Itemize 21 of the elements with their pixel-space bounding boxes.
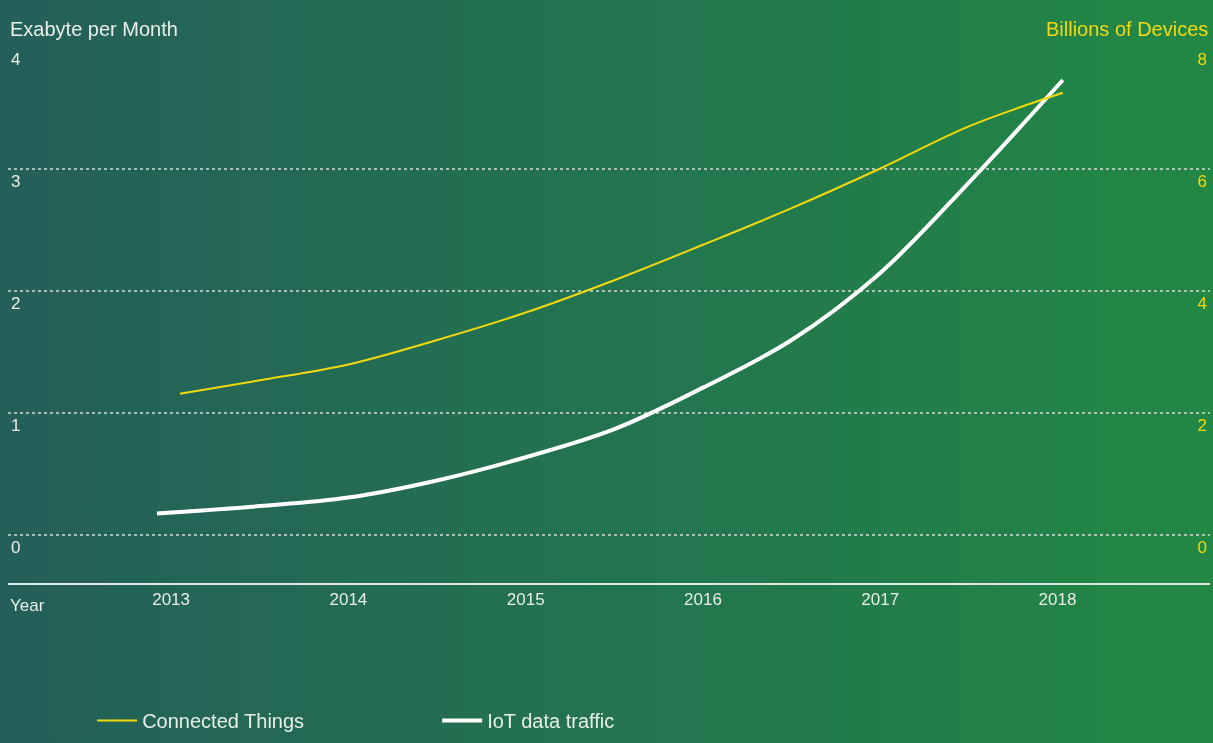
x-tick-label: 2016 [684, 590, 722, 610]
legend-label: Connected Things [142, 710, 305, 733]
y2-tick-label: 8 [1197, 49, 1207, 69]
y2-tick-label: 6 [1197, 171, 1207, 191]
legend-label: IoT data traffic [487, 710, 615, 733]
x-tick-label: 2014 [329, 590, 368, 610]
y-tick-label: 3 [11, 171, 21, 191]
y-tick-label: 1 [11, 416, 21, 436]
x-tick-label: 2015 [506, 590, 545, 610]
x-tick-label: 2017 [861, 590, 900, 610]
y2-tick-label: 4 [1197, 294, 1207, 314]
y2-axis-title: Billions of Devices [1046, 18, 1209, 40]
y2-tick-label: 0 [1197, 538, 1207, 558]
x-tick-label: 2013 [152, 590, 191, 610]
x-axis-title: Year [10, 596, 45, 615]
y-axis-title: Exabyte per Month [10, 18, 178, 40]
y-tick-label: 4 [11, 49, 21, 69]
y2-tick-label: 2 [1197, 416, 1207, 436]
y-tick-label: 2 [11, 294, 21, 314]
y-tick-label: 0 [11, 538, 21, 558]
x-tick-label: 2018 [1038, 590, 1077, 610]
